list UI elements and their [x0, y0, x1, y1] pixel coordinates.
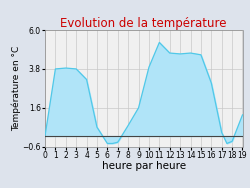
Title: Evolution de la température: Evolution de la température [60, 17, 227, 30]
Y-axis label: Température en °C: Température en °C [12, 46, 21, 131]
X-axis label: heure par heure: heure par heure [102, 161, 186, 171]
